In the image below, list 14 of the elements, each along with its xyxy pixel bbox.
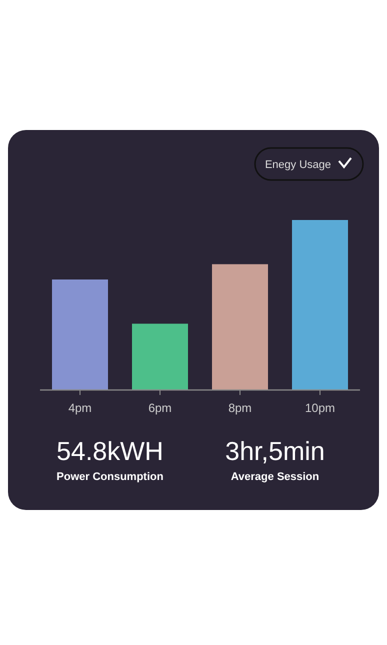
dropdown: Enegy Usage bbox=[254, 147, 364, 181]
bar bbox=[292, 220, 348, 390]
chart-title: Enegy Usage bbox=[264, 159, 332, 171]
bar bbox=[132, 324, 188, 390]
x-tick-label: 10pm bbox=[304, 401, 336, 415]
x-tick-label: 8pm bbox=[228, 401, 252, 415]
text: Power Consumption bbox=[56, 471, 164, 483]
text: 54.8kWH bbox=[56, 436, 164, 466]
text: Average Session bbox=[230, 471, 320, 483]
x-tick-label: 4pm bbox=[68, 401, 92, 415]
text: 3hr,5min bbox=[225, 436, 325, 466]
bar bbox=[52, 280, 108, 390]
bar bbox=[212, 264, 268, 390]
x-tick-label: 6pm bbox=[148, 401, 172, 415]
